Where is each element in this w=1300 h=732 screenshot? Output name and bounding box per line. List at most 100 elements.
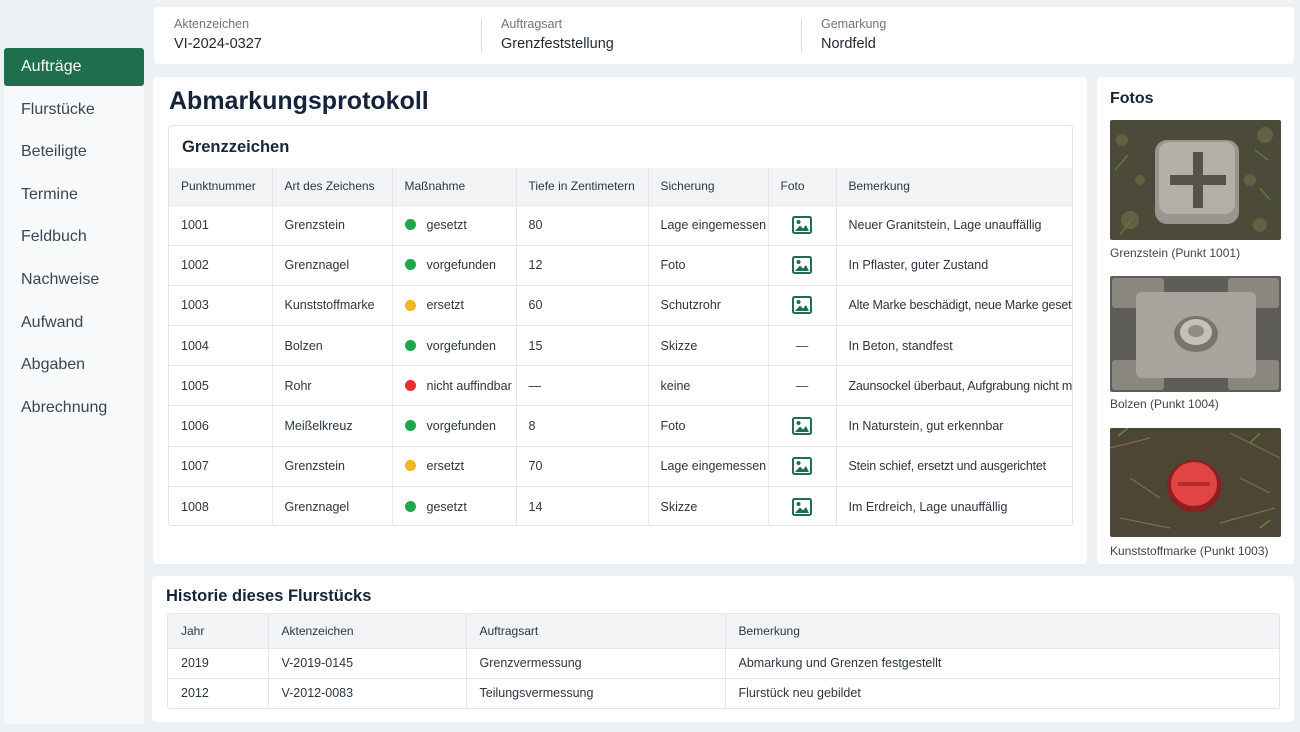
cell-sicherung: Schutzrohr: [648, 284, 769, 326]
photo-plastic-marker[interactable]: [1110, 428, 1281, 537]
cell-massnahme: ersetzt: [392, 284, 517, 326]
page-title: Abmarkungsprotokoll: [169, 87, 429, 115]
photos-title: Fotos: [1110, 90, 1154, 107]
cell-foto: —: [768, 325, 837, 366]
column-header[interactable]: Aktenzeichen: [268, 614, 467, 648]
status-dot: [404, 420, 416, 432]
cell-bemerkung: Zaunsockel überbaut, Aufgrabung nicht mö…: [836, 365, 1072, 406]
column-header[interactable]: Maßnahme: [392, 168, 517, 205]
table-row[interactable]: 1002 Grenznagel vorgefunden 12 Foto In Pflast…: [169, 244, 1072, 286]
info-aktenzeichen: Aktenzeichen VI-2024-0327: [154, 7, 481, 64]
sidebar-item-termine[interactable]: Termine: [21, 185, 78, 203]
column-header[interactable]: Punktnummer: [169, 168, 273, 205]
grenzzeichen-panel: Grenzzeichen Punktnummer Art des Zeichen…: [168, 125, 1073, 526]
photo-icon[interactable]: [792, 497, 812, 516]
status-dot: [404, 339, 416, 351]
status-dot: [404, 460, 416, 472]
photo-icon[interactable]: [792, 296, 812, 315]
cell-aktenzeichen: V-2019-0145: [268, 647, 467, 678]
cell-tiefe: 70: [516, 445, 649, 487]
table-row[interactable]: 1008 Grenznagel gesetzt 14 Skizze Im Erdreich…: [169, 485, 1072, 525]
cell-punktnummer: 1008: [169, 485, 273, 525]
photo-granite-stone[interactable]: [1110, 120, 1281, 240]
cell-art: Grenzstein: [272, 204, 393, 246]
column-header[interactable]: Art des Zeichens: [272, 168, 393, 205]
cell-jahr: 2019: [168, 647, 269, 678]
cell-tiefe: 8: [516, 405, 649, 447]
status-dot: [404, 219, 416, 231]
column-header[interactable]: Bemerkung: [836, 168, 1072, 205]
cell-tiefe: 60: [516, 284, 649, 326]
column-header[interactable]: Sicherung: [648, 168, 769, 205]
status-dot: [404, 380, 416, 392]
info-label: Aktenzeichen: [174, 17, 250, 31]
table-row[interactable]: 1004 Bolzen vorgefunden 15 Skizze — In Beton, …: [169, 325, 1072, 366]
status-dot: [404, 500, 416, 512]
massnahme-label: vorgefunden: [426, 338, 497, 353]
table-row[interactable]: 1001 Grenzstein gesetzt 80 Lage eingemessen N…: [169, 204, 1072, 246]
photo-icon[interactable]: [792, 216, 812, 235]
info-gemarkung: Gemarkung Nordfeld: [801, 7, 1101, 64]
cell-massnahme: ersetzt: [392, 445, 517, 487]
column-header[interactable]: Foto: [768, 168, 837, 205]
cell-punktnummer: 1002: [169, 244, 273, 286]
sidebar-item-auftraege[interactable]: Aufträge: [4, 48, 144, 86]
cell-art: Grenznagel: [272, 244, 393, 286]
cell-massnahme: vorgefunden: [392, 244, 517, 286]
cell-foto: [768, 284, 837, 326]
cell-bemerkung: Stein schief, ersetzt und ausgerichtet: [836, 445, 1072, 487]
info-auftragsart: Auftragsart Grenzfeststellung: [481, 7, 801, 64]
sidebar-item-beteiligte[interactable]: Beteiligte: [21, 143, 87, 161]
plastic-marker-photo: [1110, 428, 1281, 537]
cell-bemerkung: In Beton, standfest: [836, 325, 1072, 366]
sidebar: Aufträge Flurstücke Beteiligte Termine F…: [4, 48, 144, 724]
column-header[interactable]: Auftragsart: [466, 614, 726, 648]
sidebar-item-abgaben[interactable]: Abgaben: [21, 356, 86, 374]
table-row[interactable]: 1006 Meißelkreuz vorgefunden 8 Foto In Naturs…: [169, 405, 1072, 447]
cell-aktenzeichen: V-2012-0083: [268, 677, 467, 708]
history-row[interactable]: 2012 V-2012-0083 Teilungsvermessung Flurstü…: [168, 677, 1279, 708]
abmarkungsprotokoll-card: Abmarkungsprotokoll Grenzzeichen Punktnu…: [153, 77, 1087, 564]
table-row[interactable]: 1003 Kunststoffmarke ersetzt 60 Schutzrohr Al…: [169, 284, 1072, 326]
sidebar-item-nachweise[interactable]: Nachweise: [21, 270, 100, 288]
sidebar-item-feldbuch[interactable]: Feldbuch: [21, 228, 87, 246]
history-row[interactable]: 2019 V-2019-0145 Grenzvermessung Abmarkung …: [168, 647, 1279, 678]
column-header[interactable]: Bemerkung: [725, 614, 1279, 648]
column-header[interactable]: Jahr: [168, 614, 269, 648]
cell-tiefe: —: [516, 365, 649, 406]
photo-metal-bolt[interactable]: [1110, 276, 1281, 392]
history-table: Jahr Aktenzeichen Auftragsart Bemerkung …: [168, 614, 1279, 708]
granite-stone-photo: [1110, 120, 1281, 240]
photo-icon[interactable]: [792, 417, 812, 436]
table-row[interactable]: 1005 Rohr nicht auffindbar — keine — Zaunsocke…: [169, 365, 1072, 406]
status-dot: [404, 299, 416, 311]
cell-massnahme: vorgefunden: [392, 325, 517, 366]
panel-title: Grenzzeichen: [182, 138, 290, 156]
cell-sicherung: Lage eingemessen: [648, 445, 769, 487]
info-value: Grenzfeststellung: [501, 36, 614, 52]
photo-icon[interactable]: [792, 256, 812, 275]
sidebar-item-aufwand[interactable]: Aufwand: [21, 313, 84, 331]
cell-bemerkung: Flurstück neu gebildet: [725, 677, 1279, 708]
photo-caption: Bolzen (Punkt 1004): [1110, 397, 1219, 411]
cell-art: Bolzen: [272, 325, 393, 366]
cell-bemerkung: Abmarkung und Grenzen festgestellt: [725, 647, 1279, 678]
photo-caption: Kunststoffmarke (Punkt 1003): [1110, 544, 1269, 558]
info-label: Auftragsart: [501, 17, 563, 31]
photo-icon[interactable]: [792, 457, 812, 476]
sidebar-item-flurstuecke[interactable]: Flurstücke: [21, 100, 95, 118]
cell-sicherung: Foto: [648, 244, 769, 286]
table-row[interactable]: 1007 Grenzstein ersetzt 70 Lage eingemessen S…: [169, 445, 1072, 487]
cell-tiefe: 14: [516, 485, 649, 525]
massnahme-label: nicht auffindbar: [426, 378, 512, 393]
cell-bemerkung: In Pflaster, guter Zustand: [836, 244, 1072, 286]
cell-foto: [768, 445, 837, 487]
cell-sicherung: Skizze: [648, 325, 769, 366]
cell-punktnummer: 1005: [169, 365, 273, 406]
grenzzeichen-table: Punktnummer Art des Zeichens Maßnahme Ti…: [169, 168, 1072, 525]
sidebar-item-abrechnung[interactable]: Abrechnung: [21, 398, 108, 416]
cell-foto: [768, 204, 837, 246]
cell-punktnummer: 1004: [169, 325, 273, 366]
column-header[interactable]: Tiefe in Zentimetern: [516, 168, 649, 205]
cell-art: Rohr: [272, 365, 393, 406]
